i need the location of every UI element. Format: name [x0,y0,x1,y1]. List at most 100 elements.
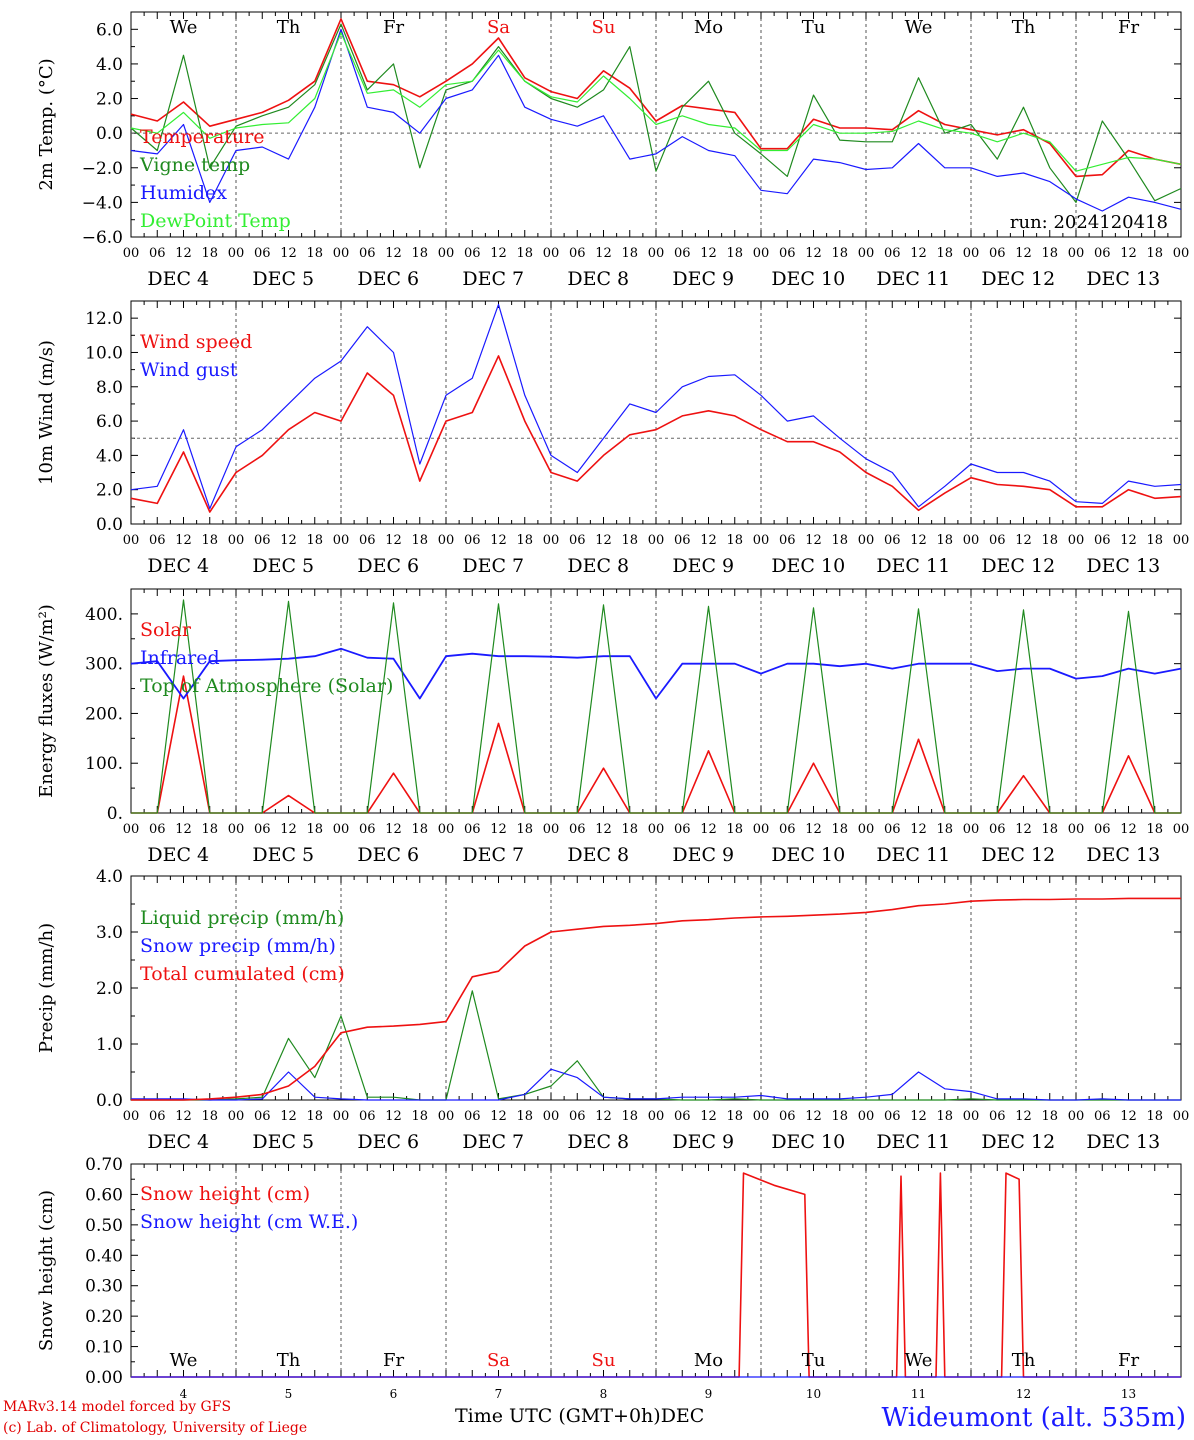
hour-tick-label: 12 [1120,822,1137,837]
day-name-label: We [905,1350,933,1371]
day-name-label: We [170,17,198,38]
y-tick-label: 6.0 [96,20,123,40]
y-tick-label: 0.10 [85,1338,123,1358]
date-label: DEC 13 [1086,844,1160,866]
hour-tick-label: 06 [1094,1109,1111,1124]
hour-tick-label: 06 [884,1109,901,1124]
day-number-label: 10 [806,1387,821,1400]
hour-tick-label: 00 [858,246,875,261]
date-label: DEC 9 [672,268,734,290]
lab-credit: (c) Lab. of Climatology, University of L… [3,1420,308,1436]
y-tick-label: 300. [85,655,123,675]
day-name-label: Mo [694,17,723,38]
hour-tick-label: 18 [201,246,218,261]
date-label: DEC 6 [357,1131,419,1153]
date-label: DEC 11 [876,844,950,866]
hour-tick-label: 00 [1173,246,1190,261]
hour-tick-label: 18 [516,822,533,837]
hour-tick-label: 12 [595,822,612,837]
hour-tick-label: 00 [333,822,350,837]
hour-tick-label: 00 [543,822,560,837]
y-tick-label: 1.0 [96,1035,123,1055]
hour-tick-label: 18 [621,533,638,548]
hour-tick-label: 00 [1173,1109,1190,1124]
hour-tick-label: 18 [1041,822,1058,837]
hour-tick-label: 12 [910,822,927,837]
panel-precip: 4.0 3.0 2.0 1.0 0.0 Precip (mm/h) Liquid preci… [36,867,1189,1153]
hour-tick-label: 06 [989,1109,1006,1124]
hour-tick-label: 18 [726,533,743,548]
hour-tick-label: 18 [831,533,848,548]
day-name-label: Th [277,17,301,38]
hour-tick-label: 12 [1120,533,1137,548]
hour-tick-label: 06 [884,533,901,548]
hour-tick-label: 06 [464,822,481,837]
date-label: DEC 11 [876,1131,950,1153]
date-label: DEC 13 [1086,555,1160,577]
day-name-label: Th [1012,17,1036,38]
legend-entry: Liquid precip (mm/h) [140,907,344,929]
legend-entry: Infrared [140,647,220,669]
day-name-label: Sa [487,17,510,38]
legend-entry: Vigne temp [139,154,250,176]
hour-tick-label: 06 [989,822,1006,837]
hour-tick-label: 12 [280,822,297,837]
series-line-snow-precip-mm-h- [131,1068,1181,1101]
hour-tick-label: 00 [858,533,875,548]
hour-tick-label: 06 [569,822,586,837]
hour-tick-label: 00 [438,533,455,548]
hour-tick-label: 00 [648,1109,665,1124]
hour-tick-label: 06 [254,533,271,548]
plot-frame [130,588,1182,814]
day-name-label: Th [277,1350,301,1371]
legend-entry: Snow height (cm W.E.) [140,1211,358,1233]
hour-tick-label: 12 [490,822,507,837]
y-tick-label: 0.00 [85,1368,123,1388]
day-name-label: We [170,1350,198,1371]
hour-tick-label: 12 [490,533,507,548]
day-name-label: Fr [383,17,404,38]
hour-tick-label: 00 [963,246,980,261]
date-label: DEC 9 [672,844,734,866]
x-axis-title: Time UTC (GMT+0h)DEC [455,1405,704,1427]
hour-tick-label: 00 [438,246,455,261]
hour-tick-label: 06 [569,533,586,548]
hour-tick-label: 12 [700,822,717,837]
legend-entry: Snow precip (mm/h) [140,935,336,957]
hour-tick-label: 18 [516,246,533,261]
hour-tick-label: 12 [490,246,507,261]
date-label: DEC 10 [771,1131,845,1153]
hour-tick-label: 00 [753,533,770,548]
hour-tick-label: 12 [595,1109,612,1124]
day-name-label: Su [592,17,616,38]
date-label: DEC 8 [567,555,629,577]
hour-tick-label: 18 [201,822,218,837]
series-line-wind-speed [130,355,1182,513]
date-label: DEC 8 [567,844,629,866]
day-number-label: 13 [1121,1387,1136,1400]
hour-tick-label: 12 [175,822,192,837]
hour-tick-label: 06 [569,1109,586,1124]
hour-tick-label: 12 [175,246,192,261]
y-tick-label: 0.0 [96,1091,123,1111]
panel-temperature: 6.0 4.0 2.0 0.0 −2.0 −4.0 −6.0 2m Temp. (°C) Tem… [36,11,1190,290]
legend-entry: Wind speed [140,331,252,353]
hour-tick-label: 06 [464,533,481,548]
hour-tick-label: 18 [936,1109,953,1124]
y-tick-label: 2.0 [96,481,123,501]
legend-entry: Top of Atmosphere (Solar) [140,675,393,697]
date-label: DEC 11 [876,555,950,577]
hour-tick-label: 00 [753,246,770,261]
date-label: DEC 4 [147,555,209,577]
y-axis-label: Precip (mm/h) [36,923,57,1053]
hour-tick-label: 00 [1173,822,1190,837]
hour-tick-label: 18 [621,1109,638,1124]
hour-tick-label: 12 [385,1109,402,1124]
hour-tick-label: 06 [1094,246,1111,261]
hour-tick-label: 00 [228,822,245,837]
day-name-label: We [905,17,933,38]
hour-tick-label: 12 [1120,1109,1137,1124]
hour-tick-label: 12 [910,533,927,548]
hour-tick-label: 00 [543,246,560,261]
y-tick-label: 0.50 [85,1216,123,1236]
